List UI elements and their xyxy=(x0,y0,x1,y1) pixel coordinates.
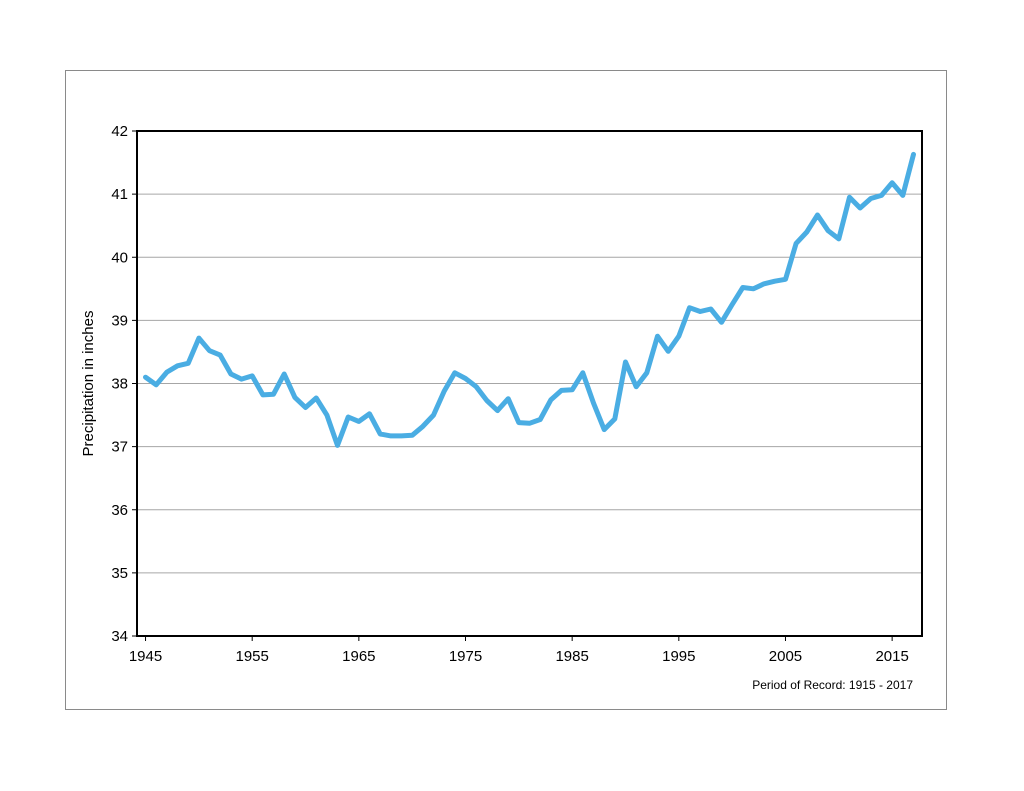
y-tick-label: 38 xyxy=(111,376,128,393)
x-tick-label: 1945 xyxy=(129,648,162,665)
y-axis-label: Precipitation in inches xyxy=(80,311,97,457)
y-tick-label: 36 xyxy=(111,502,128,519)
series-layer xyxy=(143,151,916,448)
x-axis-ticks: 1945 1955 1965 1975 1985 1995 2005 2015 xyxy=(129,636,909,665)
y-tick-label: 34 xyxy=(111,628,128,645)
y-tick-label: 42 xyxy=(111,123,128,140)
period-of-record-note: Period of Record: 1915 - 2017 xyxy=(752,678,913,692)
x-tick-label: 2015 xyxy=(875,648,908,665)
y-tick-label: 41 xyxy=(111,186,128,203)
y-tick-label: 40 xyxy=(111,249,128,266)
plot-border xyxy=(136,130,923,637)
x-tick-label: 1965 xyxy=(342,648,375,665)
y-tick-label: 37 xyxy=(111,439,128,456)
x-tick-label: 1975 xyxy=(449,648,482,665)
series-line xyxy=(143,151,916,448)
x-tick-label: 2005 xyxy=(769,648,802,665)
y-tick-label: 35 xyxy=(111,565,128,582)
y-tick-label: 39 xyxy=(111,312,128,329)
chart-area: 34 35 36 37 38 39 40 41 42 1945 1955 1965 1975 1985 1… xyxy=(65,70,947,710)
x-tick-label: 1985 xyxy=(555,648,588,665)
y-axis-ticks: 34 35 36 37 38 39 40 41 42 xyxy=(111,123,137,645)
x-tick-label: 1955 xyxy=(236,648,269,665)
x-tick-label: 1995 xyxy=(662,648,695,665)
